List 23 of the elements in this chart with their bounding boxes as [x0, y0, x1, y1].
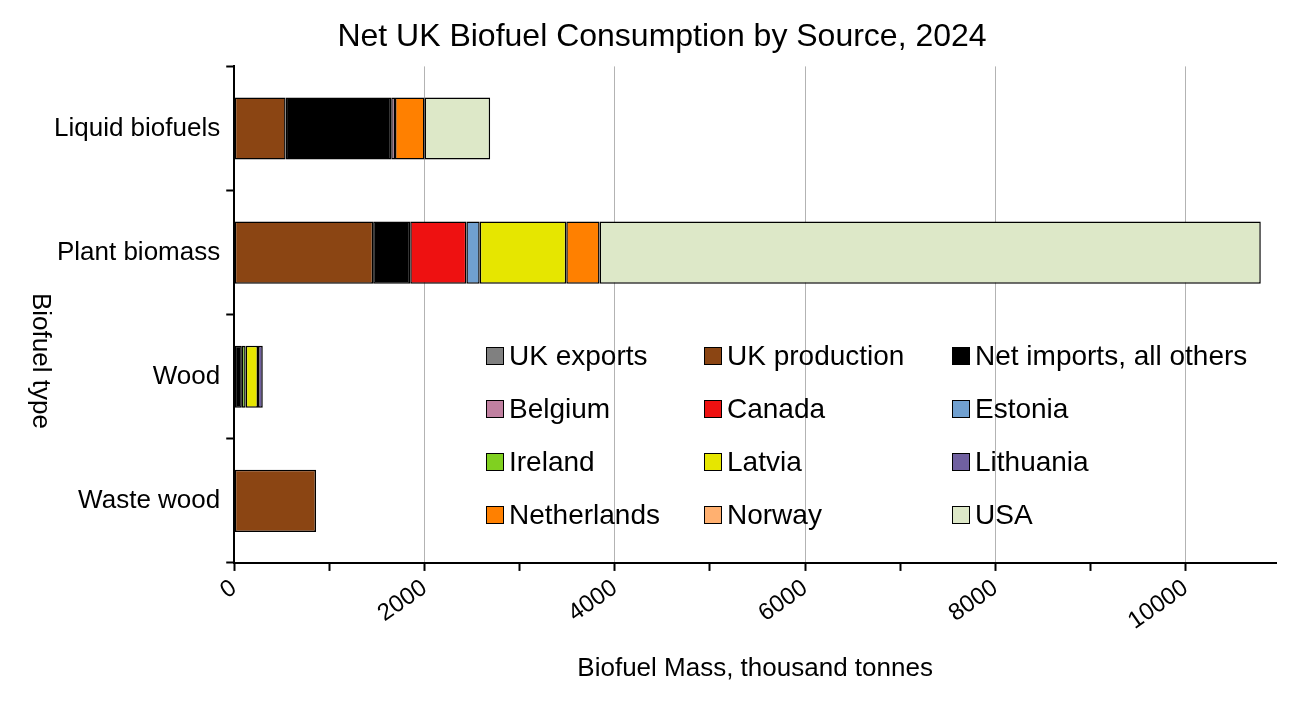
legend-label: Belgium — [509, 392, 611, 426]
x-tick-label: 8000 — [942, 573, 1003, 626]
legend-label: Lithuania — [975, 445, 1089, 479]
legend-label: UK exports — [509, 339, 648, 373]
legend-label: Ireland — [509, 445, 595, 479]
y-tick-label: Plant biomass — [56, 235, 221, 266]
x-tick-label: 0 — [214, 573, 241, 603]
y-tick-label: Wood — [152, 359, 221, 390]
legend-label: USA — [975, 498, 1033, 532]
x-tick-label: 4000 — [562, 573, 622, 626]
x-axis-title: Biofuel Mass, thousand tonnes — [577, 651, 933, 682]
legend-label: Latvia — [727, 445, 802, 479]
legend-label: Estonia — [975, 392, 1069, 426]
x-tick-label: 6000 — [752, 573, 812, 626]
y-tick-label: Liquid biofuels — [54, 111, 221, 142]
chart-title: Net UK Biofuel Consumption by Source, 2024 — [337, 17, 987, 54]
legend-label: Canada — [727, 392, 826, 426]
legend-label: Netherlands — [509, 498, 660, 532]
legend-label: UK production — [727, 339, 905, 373]
y-axis-title: Biofuel type — [26, 293, 57, 429]
legend-label: Norway — [727, 498, 822, 532]
legend-label: Net imports, all others — [975, 339, 1248, 373]
y-tick-label: Waste wood — [78, 484, 221, 515]
